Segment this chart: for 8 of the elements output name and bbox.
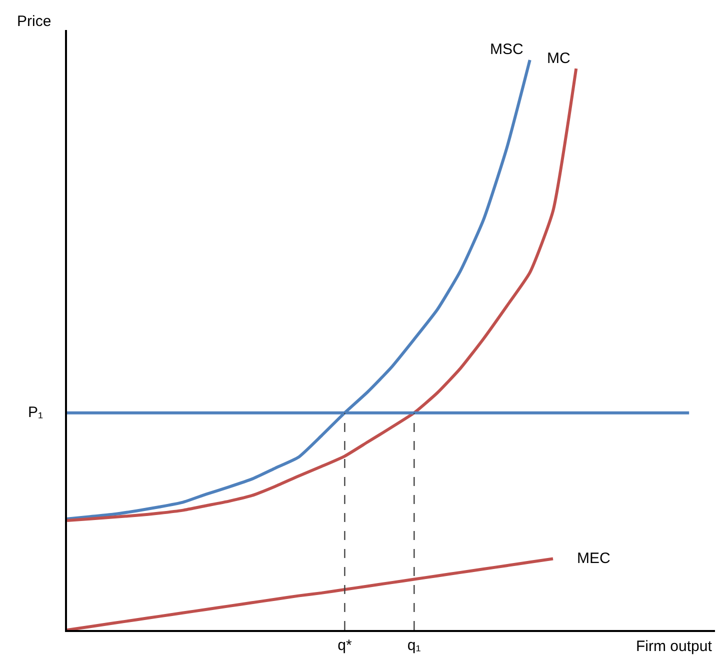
series-label: MEC bbox=[577, 550, 610, 567]
y-axis-title: Price bbox=[17, 13, 52, 30]
ref-line-label: P₁ bbox=[28, 404, 44, 421]
x-tick-label: q* bbox=[338, 636, 352, 654]
series-label: MC bbox=[547, 50, 570, 67]
series-label: MSC bbox=[490, 41, 524, 58]
x-tick-label: q₁ bbox=[407, 636, 421, 654]
x-axis-title: Firm output bbox=[636, 638, 713, 655]
